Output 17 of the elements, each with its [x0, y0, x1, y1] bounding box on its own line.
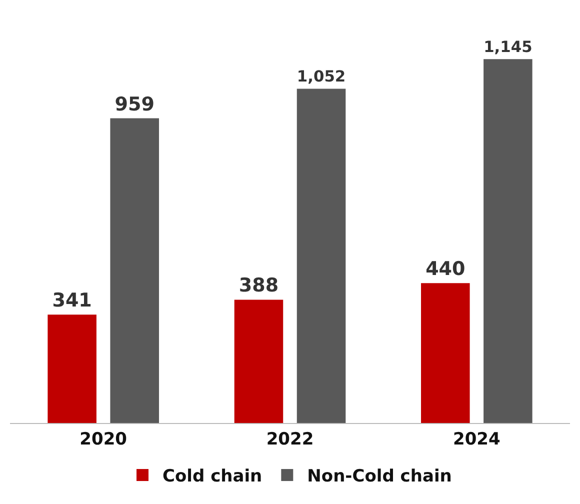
- x-tick-label: 2022: [266, 429, 314, 450]
- legend-label: Non-Cold chain: [307, 466, 452, 487]
- data-label: 388: [238, 274, 279, 297]
- data-label: 1,145: [484, 38, 532, 56]
- data-label: 440: [426, 258, 466, 280]
- bar: [110, 118, 159, 423]
- data-label: 341: [52, 290, 92, 312]
- legend-label: Cold chain: [162, 466, 262, 487]
- data-label: 1,052: [296, 68, 346, 86]
- x-tick-label: 2020: [80, 429, 128, 450]
- x-tick-label: 2024: [453, 429, 500, 450]
- bar: [296, 88, 346, 423]
- data-label: 959: [114, 93, 154, 116]
- bar: [421, 283, 470, 423]
- bar: [234, 300, 284, 423]
- bar: [484, 59, 532, 423]
- bar: [48, 314, 96, 423]
